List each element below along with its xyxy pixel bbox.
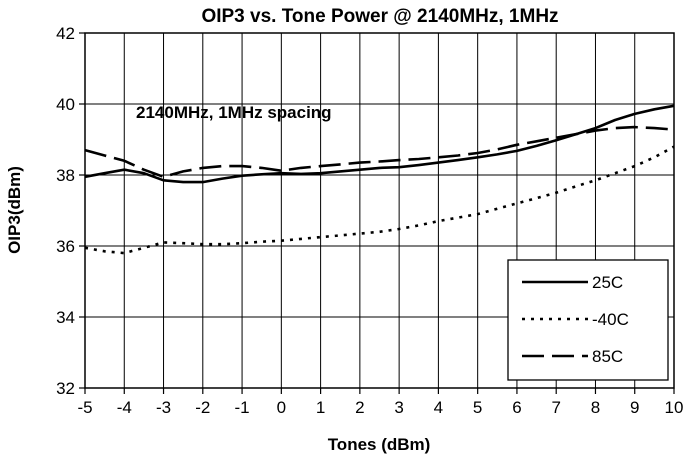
x-tick-label: 8 [591,398,600,417]
x-tick-label: 0 [277,398,286,417]
x-tick-label: -3 [156,398,171,417]
series-line-2 [84,145,675,255]
x-tick-label: -5 [77,398,92,417]
x-tick-label: -4 [117,398,132,417]
x-tick-label: 5 [473,398,482,417]
y-tick-label: 32 [56,379,75,398]
x-tick-label: 2 [355,398,364,417]
series-lines [84,104,675,255]
x-tick-label: 10 [665,398,684,417]
y-tick-label: 36 [56,237,75,256]
x-tick-label: 4 [434,398,443,417]
annotation-text: 2140MHz, 1MHz spacing [136,103,332,122]
y-axis-ticks: 32 34 36 38 40 42 [56,24,85,398]
x-tick-label: 6 [512,398,521,417]
x-axis-ticks: -5 -4 -3 -2 -1 0 1 2 3 4 5 6 7 8 9 10 [77,388,683,417]
x-tick-label: -1 [235,398,250,417]
series-line-3 [84,125,675,179]
grid-lines [85,33,674,388]
x-tick-label: 3 [394,398,403,417]
x-tick-label: -2 [195,398,210,417]
legend-label: -40C [592,310,629,329]
y-axis-title: OIP3(dBm) [5,166,24,254]
y-tick-label: 40 [56,95,75,114]
legend: 25C -40C 85C [507,259,669,381]
x-axis-title: Tones (dBm) [328,435,431,454]
chart-title: OIP3 vs. Tone Power @ 2140MHz, 1MHz [201,6,558,27]
y-tick-label: 38 [56,166,75,185]
x-tick-label: 1 [316,398,325,417]
x-tick-label: 9 [630,398,639,417]
legend-label: 85C [592,347,623,366]
legend-label: 25C [592,273,623,292]
y-tick-label: 34 [56,308,75,327]
y-tick-label: 42 [56,24,75,43]
x-tick-label: 7 [551,398,560,417]
